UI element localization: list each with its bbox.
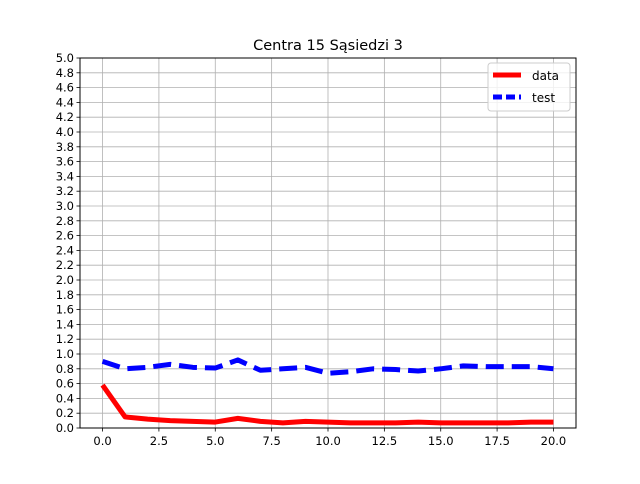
y-tick-label: 1.2 — [56, 332, 74, 346]
y-tick-label: 5.0 — [56, 51, 74, 65]
y-tick-label: 3.6 — [56, 155, 74, 169]
x-tick-label: 17.5 — [484, 434, 510, 448]
y-tick-label: 0.8 — [56, 362, 74, 376]
y-tick-label: 2.8 — [56, 214, 74, 228]
y-tick-label: 4.4 — [56, 95, 74, 109]
y-tick-label: 1.8 — [56, 288, 74, 302]
y-tick-label: 4.8 — [56, 66, 74, 80]
x-tick-label: 10.0 — [315, 434, 341, 448]
y-tick-label: 3.8 — [56, 140, 74, 154]
x-tick-label: 12.5 — [372, 434, 398, 448]
y-tick-label: 4.2 — [56, 110, 74, 124]
x-tick-label: 5.0 — [206, 434, 224, 448]
y-tick-label: 4.0 — [56, 125, 74, 139]
chart-title: Centra 15 Sąsiedzi 3 — [253, 38, 403, 54]
y-tick-label: 1.6 — [56, 303, 74, 317]
y-tick-label: 1.4 — [56, 317, 74, 331]
series-layer — [100, 357, 554, 426]
x-tick-label: 0.0 — [93, 434, 111, 448]
y-tick-label: 0.0 — [56, 421, 74, 435]
y-tick-label: 2.4 — [56, 243, 74, 257]
x-tick-label: 2.5 — [150, 434, 168, 448]
legend: data test — [487, 62, 571, 112]
y-tick-label: 4.6 — [56, 81, 74, 95]
y-tick-label: 0.2 — [56, 406, 74, 420]
x-tick-label: 15.0 — [428, 434, 454, 448]
y-tick-label: 0.6 — [56, 377, 74, 391]
series-line-data — [100, 383, 554, 426]
y-tick-label: 2.2 — [56, 258, 74, 272]
legend-label-data: data — [532, 69, 559, 83]
x-tick-label: 7.5 — [262, 434, 280, 448]
y-tick-label: 3.2 — [56, 184, 74, 198]
y-tick-label: 3.4 — [56, 169, 74, 183]
x-tick-label: 20.0 — [541, 434, 567, 448]
y-tick-label: 3.0 — [56, 199, 74, 213]
y-tick-label: 2.6 — [56, 229, 74, 243]
legend-label-test: test — [532, 91, 555, 105]
y-tick-label: 0.4 — [56, 391, 74, 405]
tick-layer: 0.0 2.5 5.0 7.5 10.0 12.5 15.0 17.5 20.00.00.20.… — [56, 51, 567, 448]
y-tick-label: 1.0 — [56, 347, 74, 361]
y-tick-label: 2.0 — [56, 273, 74, 287]
